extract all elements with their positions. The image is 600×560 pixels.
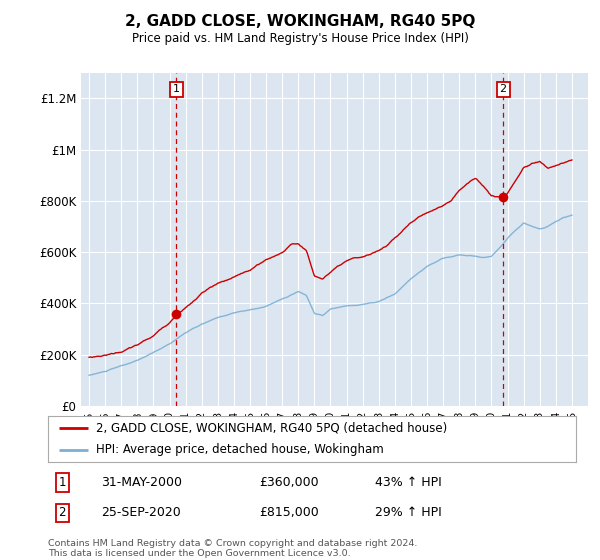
Text: 1: 1	[173, 85, 180, 95]
Text: HPI: Average price, detached house, Wokingham: HPI: Average price, detached house, Woki…	[95, 443, 383, 456]
Text: Price paid vs. HM Land Registry's House Price Index (HPI): Price paid vs. HM Land Registry's House …	[131, 32, 469, 45]
Text: 2, GADD CLOSE, WOKINGHAM, RG40 5PQ: 2, GADD CLOSE, WOKINGHAM, RG40 5PQ	[125, 14, 475, 29]
Text: 2, GADD CLOSE, WOKINGHAM, RG40 5PQ (detached house): 2, GADD CLOSE, WOKINGHAM, RG40 5PQ (deta…	[95, 422, 447, 435]
Text: 2: 2	[500, 85, 507, 95]
Text: 2: 2	[59, 506, 66, 519]
Text: £360,000: £360,000	[259, 476, 319, 489]
Text: 1: 1	[59, 476, 66, 489]
Text: 25-SEP-2020: 25-SEP-2020	[101, 506, 181, 519]
Text: 31-MAY-2000: 31-MAY-2000	[101, 476, 182, 489]
Text: £815,000: £815,000	[259, 506, 319, 519]
Text: 43% ↑ HPI: 43% ↑ HPI	[376, 476, 442, 489]
Text: 29% ↑ HPI: 29% ↑ HPI	[376, 506, 442, 519]
Text: Contains HM Land Registry data © Crown copyright and database right 2024.
This d: Contains HM Land Registry data © Crown c…	[48, 539, 418, 558]
